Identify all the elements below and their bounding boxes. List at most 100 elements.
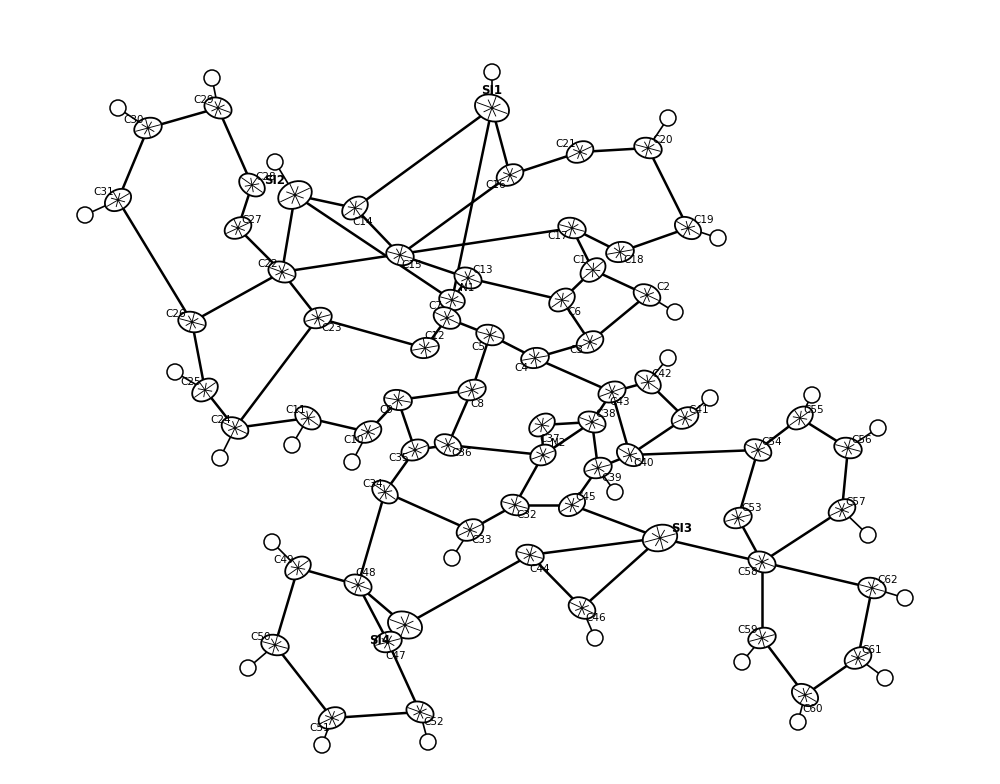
Text: C50: C50: [251, 632, 271, 642]
Circle shape: [204, 70, 220, 86]
Text: C37: C37: [540, 434, 560, 444]
Circle shape: [660, 110, 676, 126]
Text: SI1: SI1: [482, 84, 503, 96]
Text: C55: C55: [804, 405, 824, 415]
Text: C35: C35: [389, 453, 409, 463]
Ellipse shape: [501, 495, 529, 515]
Ellipse shape: [578, 412, 606, 433]
Text: C12: C12: [425, 331, 445, 341]
Ellipse shape: [355, 421, 381, 443]
Text: C9: C9: [379, 405, 393, 415]
Text: N1: N1: [460, 283, 474, 293]
Text: C31: C31: [94, 187, 114, 197]
Circle shape: [267, 154, 283, 170]
Ellipse shape: [192, 379, 218, 401]
Ellipse shape: [204, 97, 232, 118]
Text: C16: C16: [486, 180, 506, 190]
Text: C27: C27: [242, 215, 262, 225]
Text: C62: C62: [878, 575, 898, 585]
Ellipse shape: [134, 118, 162, 138]
Text: SI3: SI3: [672, 521, 692, 535]
Ellipse shape: [304, 307, 332, 328]
Text: C34: C34: [363, 479, 383, 489]
Ellipse shape: [516, 545, 544, 565]
Ellipse shape: [745, 439, 771, 461]
Ellipse shape: [476, 325, 504, 345]
Ellipse shape: [577, 331, 603, 353]
Text: C5: C5: [471, 342, 485, 352]
Circle shape: [264, 534, 280, 550]
Circle shape: [110, 100, 126, 116]
Circle shape: [284, 437, 300, 453]
Ellipse shape: [549, 289, 575, 311]
Circle shape: [212, 450, 228, 466]
Ellipse shape: [401, 440, 429, 460]
Ellipse shape: [724, 508, 752, 528]
Text: C54: C54: [762, 437, 782, 447]
Text: C47: C47: [386, 651, 406, 661]
Ellipse shape: [635, 371, 661, 394]
Circle shape: [314, 737, 330, 753]
Circle shape: [702, 390, 718, 406]
Text: C28: C28: [256, 172, 276, 182]
Ellipse shape: [569, 597, 595, 619]
Ellipse shape: [278, 181, 312, 209]
Ellipse shape: [178, 312, 206, 332]
Ellipse shape: [435, 434, 461, 456]
Ellipse shape: [858, 578, 886, 598]
Ellipse shape: [606, 241, 634, 262]
Text: C57: C57: [846, 497, 866, 507]
Circle shape: [607, 484, 623, 500]
Text: C6: C6: [567, 307, 581, 317]
Ellipse shape: [792, 684, 818, 706]
Text: C49: C49: [274, 555, 294, 565]
Text: C36: C36: [452, 448, 472, 458]
Ellipse shape: [584, 458, 612, 478]
Text: C7: C7: [428, 301, 442, 311]
Text: C15: C15: [402, 260, 422, 270]
Circle shape: [804, 387, 820, 403]
Text: C40: C40: [634, 458, 654, 468]
Text: C46: C46: [586, 613, 606, 623]
Text: C4: C4: [514, 363, 528, 373]
Circle shape: [897, 590, 913, 606]
Text: C21: C21: [556, 139, 576, 149]
Ellipse shape: [530, 445, 556, 466]
Text: C58: C58: [738, 567, 758, 577]
Text: C19: C19: [694, 215, 714, 225]
Text: C48: C48: [356, 568, 376, 578]
Circle shape: [860, 527, 876, 543]
Circle shape: [870, 420, 886, 436]
Ellipse shape: [239, 173, 265, 197]
Text: C30: C30: [124, 115, 144, 125]
Text: C60: C60: [803, 704, 823, 714]
Text: C39: C39: [602, 473, 622, 483]
Circle shape: [444, 550, 460, 566]
Circle shape: [667, 304, 683, 320]
Ellipse shape: [105, 189, 131, 211]
Ellipse shape: [295, 407, 321, 430]
Text: C33: C33: [472, 535, 492, 545]
Text: C14: C14: [353, 217, 373, 227]
Text: C51: C51: [310, 723, 330, 733]
Ellipse shape: [748, 628, 776, 648]
Text: C2: C2: [656, 282, 670, 292]
Text: C43: C43: [610, 397, 630, 407]
Text: C20: C20: [653, 135, 673, 145]
Ellipse shape: [372, 481, 398, 503]
Ellipse shape: [529, 413, 555, 437]
Text: C18: C18: [624, 255, 644, 265]
Ellipse shape: [285, 557, 311, 579]
Ellipse shape: [434, 307, 460, 328]
Text: C53: C53: [742, 503, 762, 513]
Text: C32: C32: [517, 510, 537, 520]
Ellipse shape: [845, 647, 871, 669]
Text: C22: C22: [258, 259, 278, 269]
Ellipse shape: [634, 284, 660, 306]
Ellipse shape: [643, 524, 677, 551]
Ellipse shape: [342, 197, 368, 220]
Ellipse shape: [225, 217, 251, 239]
Ellipse shape: [319, 707, 345, 729]
Ellipse shape: [261, 635, 289, 655]
Text: C44: C44: [530, 564, 550, 574]
